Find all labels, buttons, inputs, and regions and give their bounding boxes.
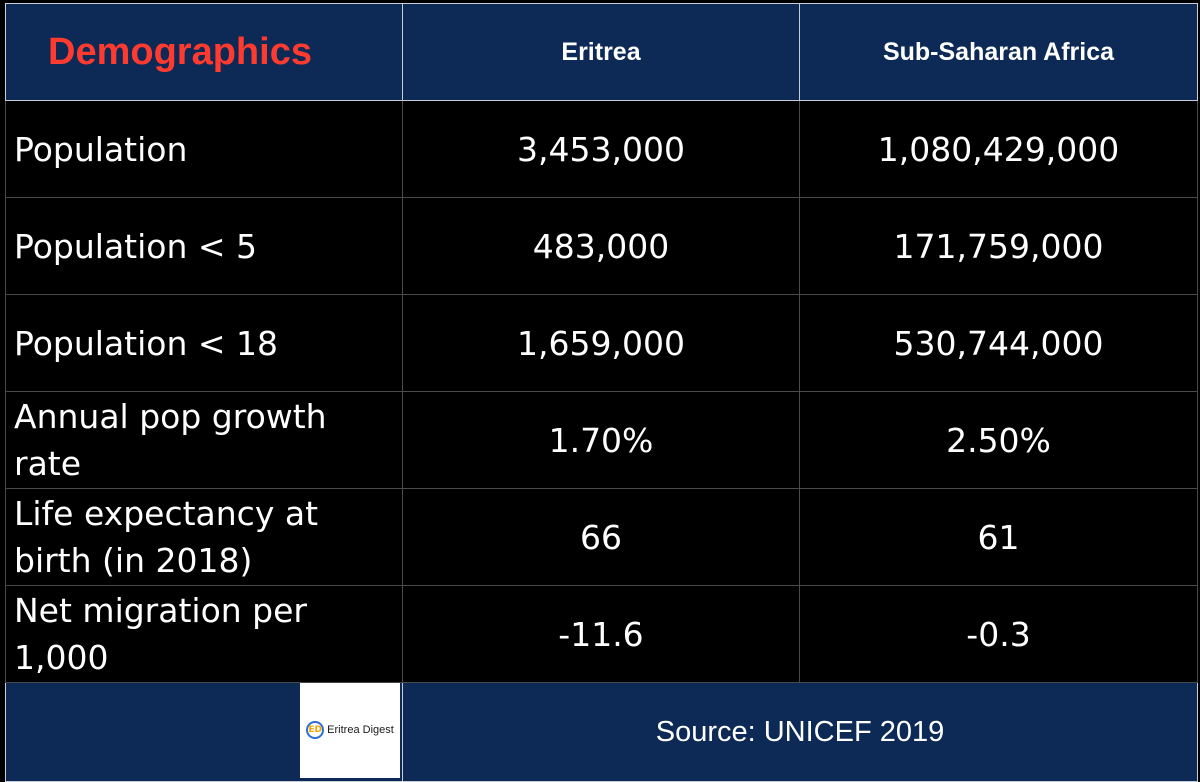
eritrea-value: 1,659,000 <box>402 294 800 392</box>
demographics-table: Demographics Eritrea Sub-Saharan Africa … <box>5 3 1198 782</box>
ssa-value: 1,080,429,000 <box>799 100 1198 198</box>
ssa-value: 2.50% <box>799 391 1198 489</box>
eritrea-digest-logo-icon: ED <box>306 721 325 739</box>
logo-text: Eritrea Digest <box>327 724 394 736</box>
row-label: Net migration per 1,000 <box>5 585 403 683</box>
table-header-row: Demographics Eritrea Sub-Saharan Africa <box>5 3 1198 101</box>
source-note: Source: UNICEF 2019 <box>402 682 1198 782</box>
row-label: Population <box>5 100 403 198</box>
eritrea-value: 483,000 <box>402 197 800 295</box>
column-header-eritrea: Eritrea <box>402 3 800 101</box>
row-label: Population < 5 <box>5 197 403 295</box>
table-row: Life expectancy at birth (in 2018) 66 61 <box>5 488 1198 586</box>
eritrea-value: 3,453,000 <box>402 100 800 198</box>
table-row: Net migration per 1,000 -11.6 -0.3 <box>5 585 1198 683</box>
ssa-value: -0.3 <box>799 585 1198 683</box>
row-label: Annual pop growth rate <box>5 391 403 489</box>
column-header-sub-saharan-africa: Sub-Saharan Africa <box>799 3 1198 101</box>
table-row: Population 3,453,000 1,080,429,000 <box>5 100 1198 198</box>
eritrea-value: 1.70% <box>402 391 800 489</box>
ssa-value: 61 <box>799 488 1198 586</box>
ssa-value: 530,744,000 <box>799 294 1198 392</box>
table-row: Population < 5 483,000 171,759,000 <box>5 197 1198 295</box>
eritrea-value: -11.6 <box>402 585 800 683</box>
eritrea-value: 66 <box>402 488 800 586</box>
row-label: Life expectancy at birth (in 2018) <box>5 488 403 586</box>
table-row: Annual pop growth rate 1.70% 2.50% <box>5 391 1198 489</box>
table-footer-row: ED Eritrea Digest Source: UNICEF 2019 <box>5 682 1198 782</box>
row-label: Population < 18 <box>5 294 403 392</box>
table-title: Demographics <box>5 3 403 101</box>
eritrea-digest-logo: ED Eritrea Digest <box>300 683 400 778</box>
table-row: Population < 18 1,659,000 530,744,000 <box>5 294 1198 392</box>
ssa-value: 171,759,000 <box>799 197 1198 295</box>
logo-cell: ED Eritrea Digest <box>5 682 403 782</box>
